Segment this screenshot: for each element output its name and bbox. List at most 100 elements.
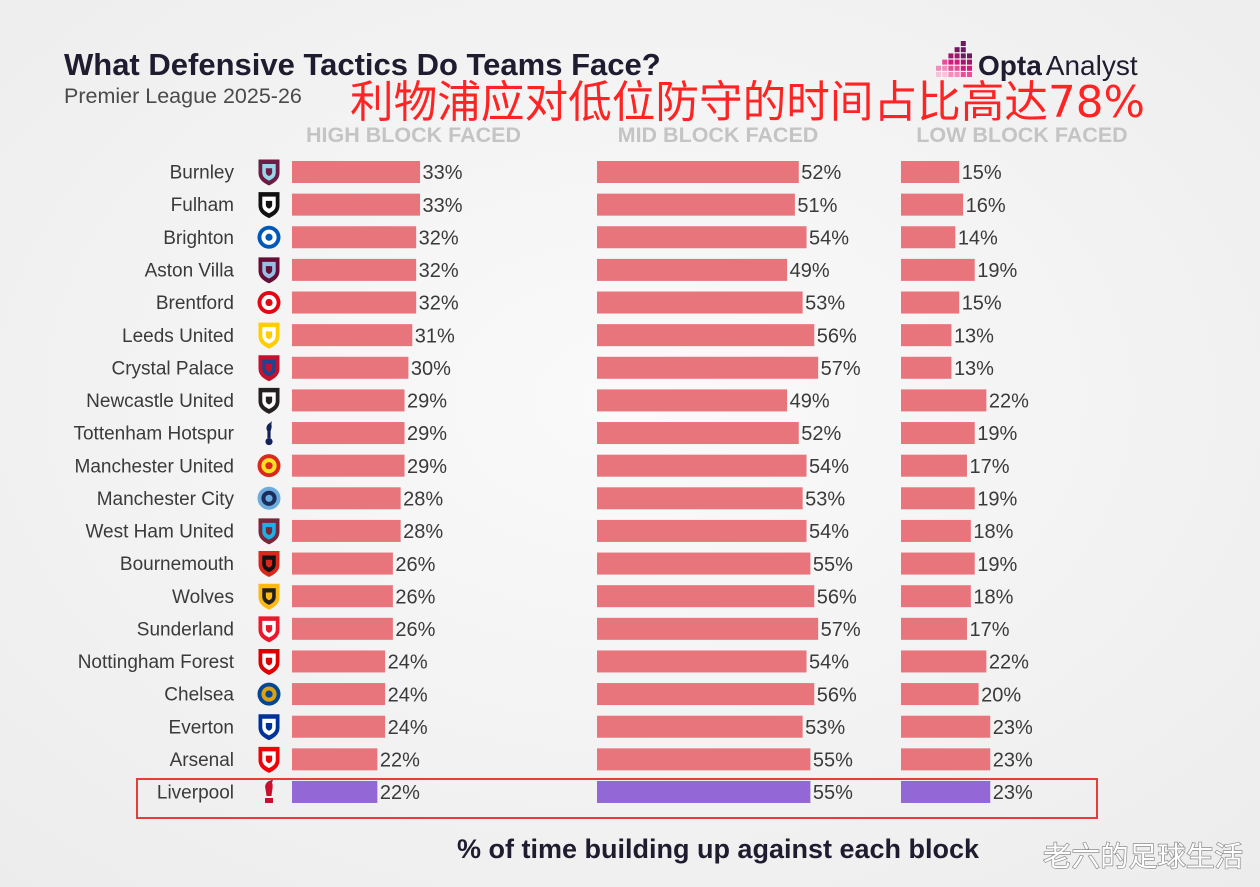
team-label: Liverpool	[157, 783, 234, 804]
bar	[901, 422, 975, 445]
bar	[901, 454, 967, 477]
bar	[597, 291, 803, 314]
team-label: Wolves	[172, 587, 234, 608]
value-label: 17%	[969, 456, 1009, 478]
chart-rows: Burnley 33% 52% 15% Fulham 33% 51% 16% Brighton 3…	[73, 159, 1033, 804]
crest-shape	[265, 364, 273, 372]
team-label: Fulham	[171, 195, 234, 216]
value-label: 49%	[790, 391, 830, 413]
value-label: 16%	[966, 195, 1006, 217]
bar	[901, 193, 964, 216]
bar	[292, 617, 393, 640]
chelsea-round-crest-icon	[257, 682, 281, 706]
bar	[901, 552, 975, 575]
value-label: 56%	[817, 586, 857, 608]
value-label: 56%	[817, 325, 857, 347]
chart-row: Fulham 33% 51% 16%	[171, 192, 1006, 219]
crest-shape	[265, 233, 273, 241]
bar	[597, 683, 815, 706]
crest-shape	[265, 722, 273, 731]
value-label: 51%	[797, 195, 837, 217]
logo-mark-square	[967, 53, 972, 59]
series-header-low-block: LOW BLOCK FACED	[916, 123, 1127, 147]
value-label: 23%	[993, 750, 1033, 772]
value-label: 29%	[407, 423, 447, 445]
team-label: Arsenal	[170, 750, 234, 771]
chart-row: Manchester City 28% 53% 19%	[97, 486, 1017, 511]
team-label: Aston Villa	[145, 260, 235, 281]
value-label: 23%	[993, 782, 1033, 804]
leeds-united-crest-icon	[258, 322, 280, 349]
chart-row: Crystal Palace 30% 57% 13%	[112, 355, 994, 382]
liverpool-liverbird-crest-icon	[265, 778, 274, 803]
chart-row: Aston Villa 32% 49% 19%	[145, 257, 1017, 284]
bar	[597, 552, 811, 575]
team-label: Manchester United	[75, 456, 234, 477]
value-label: 18%	[973, 521, 1013, 543]
bar	[292, 552, 393, 575]
bar	[901, 258, 975, 281]
crest-shape	[265, 625, 273, 633]
bar	[597, 487, 803, 510]
bar	[901, 324, 952, 347]
manchester-city-round-crest-icon	[257, 486, 281, 510]
bournemouth-crest-icon	[258, 551, 280, 578]
bar	[292, 226, 417, 249]
bar	[292, 356, 409, 379]
value-label: 19%	[977, 554, 1017, 576]
value-label: 22%	[989, 391, 1029, 413]
nottingham-forest-crest-icon	[258, 648, 280, 675]
logo-mark-square	[936, 65, 941, 71]
value-label: 57%	[821, 358, 861, 380]
bar	[597, 389, 788, 412]
chart-row: Bournemouth 26% 55% 19%	[120, 551, 1017, 578]
bar	[597, 226, 807, 249]
team-label: Chelsea	[164, 685, 234, 706]
bar	[292, 487, 401, 510]
value-label: 52%	[801, 162, 841, 184]
bar	[597, 748, 811, 771]
logo-mark-square	[960, 59, 966, 65]
value-label: 32%	[419, 227, 459, 249]
bar	[292, 324, 413, 347]
bar	[901, 161, 960, 183]
value-label: 31%	[415, 325, 455, 347]
value-label: 28%	[403, 521, 443, 543]
logo-mark-square	[967, 65, 972, 71]
value-label: 15%	[962, 162, 1002, 184]
bar	[901, 715, 991, 738]
bar	[292, 780, 378, 803]
bar	[292, 454, 405, 477]
crest-shape	[265, 298, 273, 307]
bar	[597, 715, 803, 738]
logo-mark-square	[942, 65, 948, 71]
logo-mark-square	[954, 65, 960, 71]
value-label: 53%	[805, 293, 845, 315]
value-label: 26%	[395, 554, 435, 576]
team-label: Everton	[169, 717, 234, 738]
value-label: 19%	[977, 489, 1017, 511]
value-label: 54%	[809, 652, 849, 674]
sunderland-crest-icon	[258, 616, 280, 643]
chart-row: Everton 24% 53% 23%	[169, 714, 1033, 741]
bar	[597, 356, 819, 379]
team-label: Leeds United	[122, 326, 234, 347]
fulham-crest-icon	[258, 192, 280, 219]
team-label: West Ham United	[85, 522, 234, 543]
crest-shape	[265, 266, 273, 274]
logo-mark-square	[960, 47, 966, 53]
crest-shape	[265, 778, 274, 796]
everton-crest-icon	[258, 714, 280, 741]
team-label: Nottingham Forest	[78, 652, 235, 673]
aston-villa-crest-icon	[258, 257, 280, 284]
bar	[292, 291, 417, 314]
watermark-text: 老六的足球生活	[1043, 840, 1243, 873]
value-label: 26%	[395, 586, 435, 608]
logo-mark-square	[942, 59, 948, 65]
value-label: 14%	[958, 227, 998, 249]
logo-mark-square	[967, 59, 972, 65]
bar	[901, 356, 952, 379]
crest-shape	[265, 331, 273, 340]
crest-shape	[265, 657, 273, 666]
value-label: 33%	[423, 195, 463, 217]
